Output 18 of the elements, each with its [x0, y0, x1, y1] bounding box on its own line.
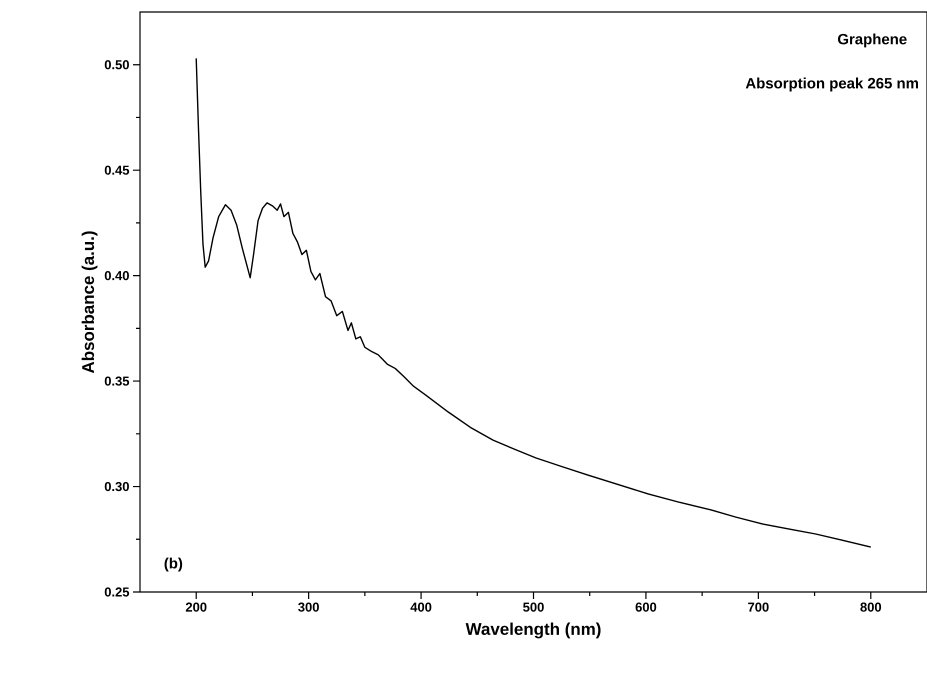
x-tick-label: 600: [636, 602, 656, 612]
y-tick-label: 0.45: [104, 166, 130, 175]
y-tick-label: 0.35: [104, 376, 130, 386]
annotation: (b): [164, 558, 182, 572]
x-axis-title: Wavelength (nm): [466, 622, 601, 638]
annotation: Absorption peak 265 nm: [746, 78, 918, 92]
y-tick-label: 0.40: [104, 271, 129, 280]
x-tick-label: 700: [748, 602, 769, 612]
x-tick-label: 500: [523, 602, 544, 612]
x-tick-label: 300: [298, 602, 319, 612]
annotation: Graphene: [838, 33, 907, 48]
y-axis-title: Absorbance (a.u.): [82, 231, 98, 374]
x-tick-label: 800: [860, 602, 882, 612]
y-tick-label: 0.25: [104, 587, 130, 597]
x-tick-label: 200: [186, 602, 206, 612]
x-tick-label: 400: [410, 602, 432, 612]
y-tick-label: 0.50: [104, 60, 129, 70]
y-tick-label: 0.30: [104, 482, 129, 492]
